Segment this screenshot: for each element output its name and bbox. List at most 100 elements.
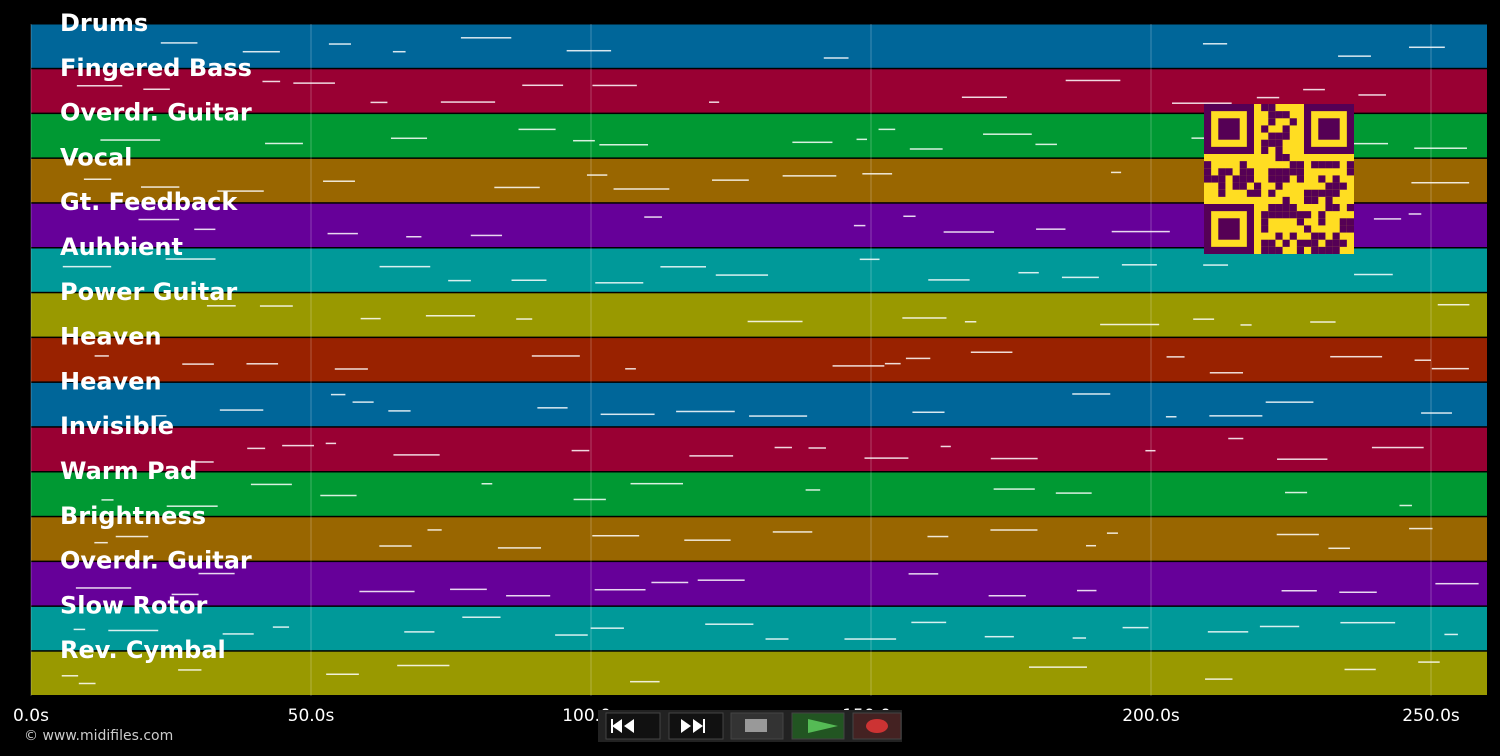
qr-cell [1332,204,1340,212]
qr-cell [1268,104,1276,112]
note [282,444,314,447]
note [481,483,493,485]
track-name: Brightness [60,502,206,530]
note [1265,401,1314,403]
note [115,535,149,538]
note [961,96,1007,99]
note [160,42,198,44]
note [625,368,636,370]
qr-cell [1339,218,1347,226]
note [805,489,821,491]
note [206,305,236,307]
qr-cell [1318,211,1326,219]
note [864,457,909,459]
note [862,173,893,175]
note [1203,264,1229,266]
note [246,363,279,365]
qr-cell [1332,161,1340,169]
note [792,141,833,144]
qr-cell [1246,175,1254,183]
qr-cell [1304,225,1312,233]
track-band [31,24,1487,68]
note [928,279,970,281]
qr-cell [1289,211,1297,219]
note [573,498,606,501]
note [334,368,368,370]
note [1205,678,1233,680]
note [1061,276,1099,279]
qr-cell [1268,246,1276,254]
qr-cell [1261,104,1269,112]
qr-cell [1268,189,1276,197]
qr-cell [1282,204,1290,212]
play-button[interactable] [791,712,845,740]
note [108,629,159,632]
note [272,626,290,628]
note [406,236,422,238]
qr-cell [1275,175,1283,183]
note [1111,171,1122,174]
note [62,265,112,268]
note [1421,412,1452,414]
note [359,590,415,593]
note [774,446,792,449]
qr-cell [1275,111,1283,119]
note [1100,323,1160,326]
qr-finder [1218,218,1240,240]
qr-cell [1275,204,1283,212]
qr-cell [1282,168,1290,176]
note [470,234,503,237]
note [219,409,264,411]
qr-cell [1339,225,1347,233]
note [592,84,637,87]
qr-cell [1275,154,1283,162]
qr-cell [1318,189,1326,197]
note [165,258,216,260]
qr-cell [1239,161,1247,169]
note [155,415,167,417]
note [404,631,435,633]
qr-cell [1282,196,1290,204]
note [984,635,1014,638]
note [370,101,388,104]
note [393,454,440,456]
qr-cell [1296,161,1304,169]
note [1145,449,1156,452]
note [1111,230,1170,233]
note [73,628,86,631]
track-band [31,472,1487,516]
qr-cell [1332,189,1340,197]
rewind-button[interactable] [605,712,661,740]
track-band [31,517,1487,561]
note [859,258,880,261]
note [265,142,303,145]
stop-button[interactable] [730,712,784,740]
note [1035,143,1057,146]
track-name: Heaven [60,323,162,351]
note [912,411,945,414]
note [194,461,214,463]
note [1435,582,1479,585]
note [293,82,335,84]
record-button[interactable] [852,712,902,740]
qr-cell [1268,132,1276,140]
note [988,594,1026,597]
qr-cell [1275,168,1283,176]
qr-cell [1275,211,1283,219]
qr-cell [1304,189,1312,197]
qr-cell [1282,132,1290,140]
qr-cell [1254,182,1262,190]
note [909,148,943,150]
note [1409,527,1433,530]
qr-cell [1346,168,1354,176]
qr-cell [1261,218,1269,226]
note [993,488,1035,490]
forward-button[interactable] [668,712,724,740]
qr-cell [1239,168,1247,176]
note [1330,355,1383,358]
note [844,638,897,640]
qr-cell [1296,175,1304,183]
qr-cell [1332,232,1340,240]
note [1431,367,1469,370]
note [94,355,109,357]
